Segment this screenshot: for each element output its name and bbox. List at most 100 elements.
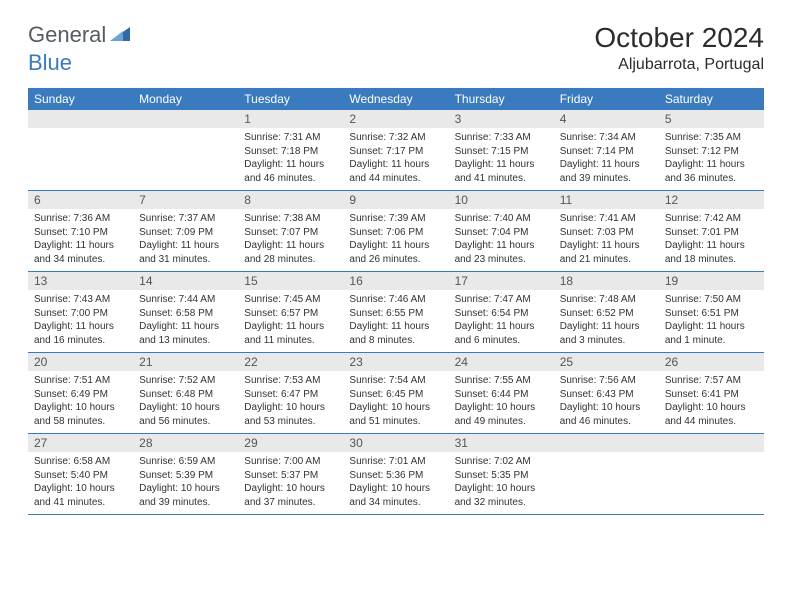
day-cell: Sunrise: 7:34 AMSunset: 7:14 PMDaylight:…: [554, 128, 659, 191]
day-line: Daylight: 11 hours and 26 minutes.: [349, 239, 442, 266]
day-line: Daylight: 11 hours and 3 minutes.: [560, 320, 653, 347]
day-line: Sunset: 5:35 PM: [455, 469, 548, 483]
day-line: Daylight: 11 hours and 13 minutes.: [139, 320, 232, 347]
day-line: Sunset: 7:01 PM: [665, 226, 758, 240]
day-line: Sunrise: 7:55 AM: [455, 374, 548, 388]
week-daynum-row: 12345: [28, 110, 764, 128]
day-cell: Sunrise: 7:33 AMSunset: 7:15 PMDaylight:…: [449, 128, 554, 191]
day-line: Sunset: 6:54 PM: [455, 307, 548, 321]
day-line: Sunset: 7:12 PM: [665, 145, 758, 159]
day-line: Sunset: 6:51 PM: [665, 307, 758, 321]
day-number: 15: [238, 272, 343, 291]
month-title: October 2024: [594, 22, 764, 54]
day-number: 17: [449, 272, 554, 291]
day-line: Sunset: 6:41 PM: [665, 388, 758, 402]
day-body: Sunrise: 7:37 AMSunset: 7:09 PMDaylight:…: [133, 209, 238, 271]
day-line: Sunset: 7:18 PM: [244, 145, 337, 159]
day-number: [554, 434, 659, 453]
title-block: October 2024 Aljubarrota, Portugal: [594, 22, 764, 74]
day-cell: Sunrise: 7:57 AMSunset: 6:41 PMDaylight:…: [659, 371, 764, 434]
day-number: 10: [449, 191, 554, 210]
day-line: Daylight: 10 hours and 34 minutes.: [349, 482, 442, 509]
brand-logo: General: [28, 22, 132, 48]
day-number: 1: [238, 110, 343, 128]
calendar-page: General October 2024 Aljubarrota, Portug…: [0, 0, 792, 537]
day-line: Sunset: 7:17 PM: [349, 145, 442, 159]
day-body: Sunrise: 6:58 AMSunset: 5:40 PMDaylight:…: [28, 452, 133, 514]
day-body: Sunrise: 7:38 AMSunset: 7:07 PMDaylight:…: [238, 209, 343, 271]
brand-text-1: General: [28, 22, 106, 48]
day-number: 2: [343, 110, 448, 128]
day-body: Sunrise: 7:43 AMSunset: 7:00 PMDaylight:…: [28, 290, 133, 352]
day-cell: Sunrise: 7:37 AMSunset: 7:09 PMDaylight:…: [133, 209, 238, 272]
day-number: 25: [554, 353, 659, 372]
day-line: Sunrise: 7:48 AM: [560, 293, 653, 307]
day-line: Sunset: 6:55 PM: [349, 307, 442, 321]
day-body: Sunrise: 7:51 AMSunset: 6:49 PMDaylight:…: [28, 371, 133, 433]
day-cell: Sunrise: 7:43 AMSunset: 7:00 PMDaylight:…: [28, 290, 133, 353]
day-body: Sunrise: 7:46 AMSunset: 6:55 PMDaylight:…: [343, 290, 448, 352]
day-number: 13: [28, 272, 133, 291]
day-body: Sunrise: 7:41 AMSunset: 7:03 PMDaylight:…: [554, 209, 659, 271]
dayhead-sat: Saturday: [659, 88, 764, 110]
day-line: Daylight: 11 hours and 36 minutes.: [665, 158, 758, 185]
day-cell: Sunrise: 7:31 AMSunset: 7:18 PMDaylight:…: [238, 128, 343, 191]
day-number: [133, 110, 238, 128]
day-line: Sunrise: 7:56 AM: [560, 374, 653, 388]
day-number: 23: [343, 353, 448, 372]
day-line: Daylight: 10 hours and 37 minutes.: [244, 482, 337, 509]
day-number: 27: [28, 434, 133, 453]
day-cell: Sunrise: 7:40 AMSunset: 7:04 PMDaylight:…: [449, 209, 554, 272]
week-body-row: Sunrise: 6:58 AMSunset: 5:40 PMDaylight:…: [28, 452, 764, 515]
day-cell: Sunrise: 7:50 AMSunset: 6:51 PMDaylight:…: [659, 290, 764, 353]
day-number: [659, 434, 764, 453]
day-body: Sunrise: 7:48 AMSunset: 6:52 PMDaylight:…: [554, 290, 659, 352]
dayhead-wed: Wednesday: [343, 88, 448, 110]
week-daynum-row: 13141516171819: [28, 272, 764, 291]
day-line: Sunset: 7:09 PM: [139, 226, 232, 240]
day-body: Sunrise: 7:36 AMSunset: 7:10 PMDaylight:…: [28, 209, 133, 271]
day-number: 18: [554, 272, 659, 291]
day-cell: Sunrise: 7:00 AMSunset: 5:37 PMDaylight:…: [238, 452, 343, 515]
day-number: 30: [343, 434, 448, 453]
day-body: Sunrise: 7:33 AMSunset: 7:15 PMDaylight:…: [449, 128, 554, 190]
day-line: Sunrise: 7:47 AM: [455, 293, 548, 307]
day-number: 16: [343, 272, 448, 291]
day-number: 24: [449, 353, 554, 372]
dayhead-fri: Friday: [554, 88, 659, 110]
day-line: Daylight: 11 hours and 8 minutes.: [349, 320, 442, 347]
week-daynum-row: 6789101112: [28, 191, 764, 210]
day-body: Sunrise: 7:47 AMSunset: 6:54 PMDaylight:…: [449, 290, 554, 352]
day-line: Sunset: 6:52 PM: [560, 307, 653, 321]
day-number: 7: [133, 191, 238, 210]
day-line: Daylight: 11 hours and 11 minutes.: [244, 320, 337, 347]
day-number: 6: [28, 191, 133, 210]
day-line: Sunrise: 7:00 AM: [244, 455, 337, 469]
day-line: Daylight: 10 hours and 41 minutes.: [34, 482, 127, 509]
day-line: Daylight: 10 hours and 56 minutes.: [139, 401, 232, 428]
day-number: 22: [238, 353, 343, 372]
day-body: Sunrise: 7:31 AMSunset: 7:18 PMDaylight:…: [238, 128, 343, 190]
day-line: Sunrise: 7:39 AM: [349, 212, 442, 226]
day-cell: Sunrise: 7:02 AMSunset: 5:35 PMDaylight:…: [449, 452, 554, 515]
day-cell: Sunrise: 7:47 AMSunset: 6:54 PMDaylight:…: [449, 290, 554, 353]
day-cell: Sunrise: 7:54 AMSunset: 6:45 PMDaylight:…: [343, 371, 448, 434]
day-number: 5: [659, 110, 764, 128]
day-body: Sunrise: 7:34 AMSunset: 7:14 PMDaylight:…: [554, 128, 659, 190]
day-line: Daylight: 11 hours and 6 minutes.: [455, 320, 548, 347]
day-line: Sunrise: 7:42 AM: [665, 212, 758, 226]
day-line: Sunrise: 7:46 AM: [349, 293, 442, 307]
day-line: Daylight: 11 hours and 16 minutes.: [34, 320, 127, 347]
day-line: Sunrise: 7:36 AM: [34, 212, 127, 226]
day-cell: Sunrise: 7:45 AMSunset: 6:57 PMDaylight:…: [238, 290, 343, 353]
day-line: Sunset: 7:07 PM: [244, 226, 337, 240]
day-body: Sunrise: 7:35 AMSunset: 7:12 PMDaylight:…: [659, 128, 764, 190]
day-number: 20: [28, 353, 133, 372]
day-cell: Sunrise: 7:32 AMSunset: 7:17 PMDaylight:…: [343, 128, 448, 191]
week-body-row: Sunrise: 7:51 AMSunset: 6:49 PMDaylight:…: [28, 371, 764, 434]
day-line: Sunset: 7:14 PM: [560, 145, 653, 159]
day-cell: Sunrise: 6:58 AMSunset: 5:40 PMDaylight:…: [28, 452, 133, 515]
day-cell: Sunrise: 7:48 AMSunset: 6:52 PMDaylight:…: [554, 290, 659, 353]
day-body: Sunrise: 7:50 AMSunset: 6:51 PMDaylight:…: [659, 290, 764, 352]
day-cell: [554, 452, 659, 515]
